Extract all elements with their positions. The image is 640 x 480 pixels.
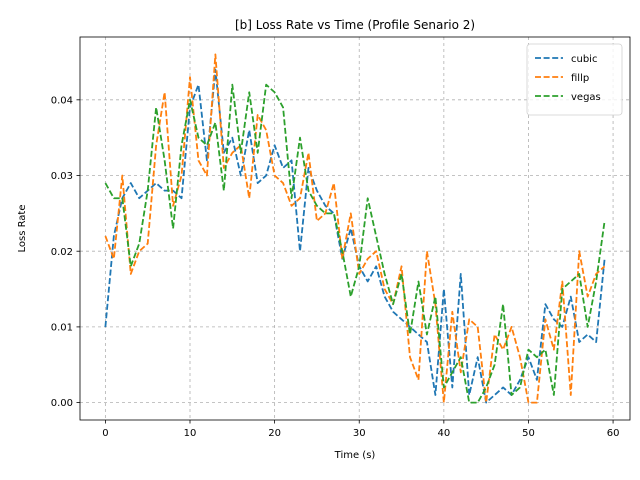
y-tick-label: 0.03 (51, 171, 73, 182)
legend-label-vegas: vegas (571, 92, 601, 103)
y-tick-label: 0.04 (51, 95, 73, 106)
y-tick-label: 0.02 (51, 247, 73, 258)
plot-frame (79, 36, 631, 421)
x-axis-ticks: 0 10 20 30 40 50 60 (102, 420, 619, 439)
series-line-vegas (104, 83, 606, 404)
y-axis-label: Loss Rate (17, 204, 28, 252)
x-tick-label: 30 (353, 428, 366, 439)
legend-box (526, 43, 623, 116)
legend-label-cubic: cubic (571, 54, 597, 65)
series-line-fillp (104, 53, 606, 404)
chart-title: [b] Loss Rate vs Time (Profile Senario 2… (235, 18, 475, 32)
x-tick-label: 50 (522, 428, 535, 439)
x-tick-label: 40 (437, 428, 450, 439)
y-tick-label: 0.00 (51, 398, 73, 409)
x-tick-label: 20 (268, 428, 281, 439)
y-axis-ticks: 0.00 0.01 0.02 0.03 0.04 (51, 95, 80, 409)
x-tick-label: 0 (102, 428, 108, 439)
y-tick-label: 0.01 (51, 322, 73, 333)
legend-label-fillp: fillp (571, 73, 589, 84)
legend: cubic fillp vegas (526, 43, 623, 116)
x-axis-label: Time (s) (334, 450, 376, 461)
x-tick-label: 10 (184, 428, 197, 439)
series-lines (104, 53, 606, 404)
x-tick-label: 60 (607, 428, 620, 439)
